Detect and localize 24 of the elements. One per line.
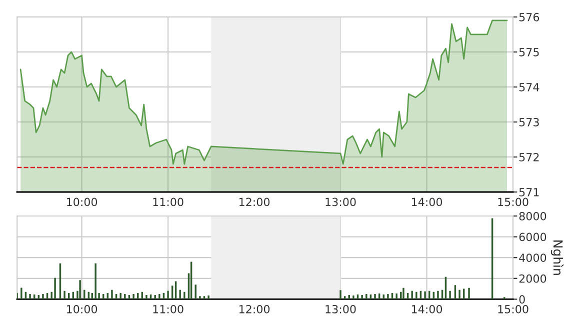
x-tick-label: 10:00 (66, 198, 98, 206)
x-tick-label: 13:00 (326, 304, 356, 314)
y-tick-label: 0 (519, 295, 525, 304)
x-tick-label: 14:00 (412, 304, 442, 314)
x-tick-label: 13:00 (326, 198, 356, 206)
y-tick-label: 8000 (519, 212, 546, 220)
x-tick-label: 11:00 (153, 198, 184, 206)
x-tick-label: 12:00 (239, 198, 270, 206)
x-tick-label: 12:00 (239, 304, 270, 314)
x-tick-label: 11:00 (153, 304, 184, 314)
y-tick-label: 573 (519, 118, 539, 126)
y-tick-label: 574 (519, 83, 540, 92)
y-axis-title: Nghìn (550, 240, 564, 275)
y-tick-label: 576 (519, 12, 540, 22)
x-tick-label: 10:00 (66, 304, 98, 314)
x-tick-label: 14:00 (412, 198, 442, 206)
y-tick-label: 571 (519, 188, 539, 196)
y-tick-label: 2000 (519, 274, 546, 283)
y-tick-label: 4000 (519, 254, 546, 262)
x-tick-label: 15:00 (498, 304, 528, 314)
y-tick-label: 572 (519, 152, 539, 162)
y-tick-label: 6000 (519, 232, 546, 242)
x-tick-label: 15:00 (498, 198, 528, 206)
y-tick-label: 575 (519, 48, 539, 56)
